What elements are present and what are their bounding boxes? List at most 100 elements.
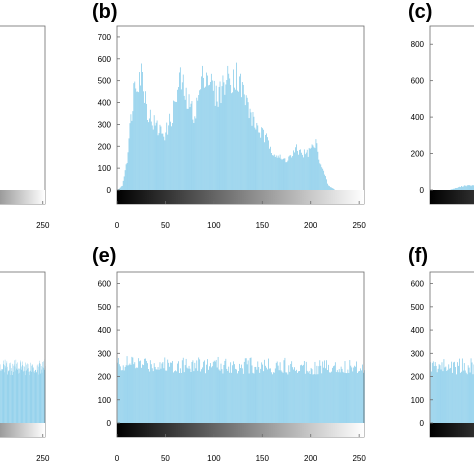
histogram-bar	[322, 168, 324, 190]
histogram-bar	[442, 371, 444, 423]
histogram-bar	[121, 370, 123, 423]
y-tick-label: 700	[98, 33, 112, 42]
histogram-bar	[209, 363, 211, 423]
plot-frame	[429, 25, 474, 205]
histogram-bar	[350, 365, 352, 423]
histogram-bar	[438, 364, 440, 423]
histogram-bar	[265, 134, 266, 190]
y-tick-label: 300	[98, 120, 112, 129]
histogram-bar	[461, 186, 462, 190]
histogram-bar	[189, 107, 191, 190]
histogram-bar	[243, 361, 245, 423]
x-tick-label: 50	[161, 221, 170, 230]
histogram-bar	[461, 186, 463, 190]
histogram-bar	[356, 361, 357, 423]
histogram-bar	[242, 373, 244, 423]
histogram-bar	[254, 366, 256, 423]
histogram-bar	[453, 362, 454, 423]
y-tick-label: 200	[411, 373, 425, 382]
histogram-bar	[209, 366, 210, 423]
histogram-bar	[219, 370, 221, 423]
histogram-bar	[315, 374, 317, 423]
histogram-bar	[282, 372, 284, 423]
histogram-bar	[309, 148, 311, 190]
histogram-bar	[220, 103, 222, 190]
histogram-bar	[173, 100, 174, 190]
histogram-bar	[288, 156, 290, 190]
histogram-bar	[289, 155, 291, 190]
histogram-bar	[199, 359, 201, 423]
histogram-bar	[470, 186, 472, 190]
histogram-bar	[261, 362, 263, 423]
grayscale-bar	[0, 190, 45, 204]
histogram-bar	[193, 371, 195, 423]
panel-label-b: (b)	[92, 1, 118, 23]
histogram-bar	[178, 72, 180, 190]
y-tick-label: 200	[98, 142, 112, 151]
histogram-bar	[178, 373, 180, 423]
histogram-bar	[224, 94, 226, 190]
histogram-bar	[171, 362, 172, 423]
histogram-bar	[270, 368, 271, 423]
histogram-bar	[233, 69, 234, 190]
histogram-bar	[268, 358, 269, 423]
histogram-bar	[342, 371, 344, 423]
histogram-bar	[459, 186, 460, 190]
grayscale-bar	[430, 190, 474, 204]
histogram-bar	[360, 368, 361, 423]
histogram-bar	[155, 369, 157, 423]
histogram-bar	[267, 369, 268, 423]
histogram-bar	[317, 151, 319, 190]
histogram-bar	[120, 370, 122, 423]
histogram-bar	[195, 368, 197, 423]
histogram-bar	[346, 373, 348, 423]
histogram-bar	[199, 90, 201, 190]
histogram-bar	[206, 72, 207, 190]
histogram-bar	[459, 358, 460, 423]
histogram-bar	[175, 101, 176, 190]
histogram-bar	[316, 143, 318, 190]
histogram-bar	[182, 74, 184, 190]
histogram-bar	[339, 372, 341, 423]
histogram-bar	[464, 370, 466, 423]
histogram-bar	[126, 356, 128, 423]
histogram-bar	[238, 371, 239, 423]
histogram-bar	[187, 368, 189, 423]
histogram-bar	[236, 369, 237, 423]
histogram-bar	[324, 174, 326, 190]
histogram-bar	[175, 370, 176, 423]
histogram-bar	[142, 364, 143, 423]
histogram-bar	[130, 364, 132, 423]
histogram-bar	[297, 150, 298, 190]
histogram-bar	[302, 364, 304, 423]
histogram-bar	[164, 357, 166, 423]
histogram-bar	[465, 372, 467, 423]
histogram-bar	[166, 122, 168, 190]
histogram-bar	[291, 157, 293, 190]
histogram-bar	[233, 361, 234, 423]
histogram-bar	[432, 361, 434, 423]
histogram-bar	[136, 91, 138, 190]
histogram-bar	[167, 359, 169, 423]
histogram-bar	[319, 360, 321, 423]
histogram-bar	[134, 362, 136, 423]
histogram-bar	[131, 356, 133, 423]
histogram-bar	[287, 374, 289, 423]
histogram-bar	[443, 359, 445, 423]
histogram-bar	[298, 371, 299, 423]
histogram-bar	[246, 97, 248, 190]
histogram-bar	[258, 367, 260, 423]
histogram-bar	[151, 368, 153, 423]
histogram-bar	[228, 366, 230, 423]
x-tick-label: 250	[36, 221, 50, 230]
histogram-bar	[430, 371, 432, 423]
histogram-bar	[283, 360, 285, 423]
histogram-bar	[222, 373, 224, 423]
histogram-bar	[259, 132, 261, 190]
histogram-bar	[240, 367, 241, 423]
histogram-bar	[451, 361, 453, 423]
histogram-bar	[455, 366, 456, 423]
histogram-bar	[361, 370, 362, 423]
histogram-bar	[201, 369, 202, 423]
